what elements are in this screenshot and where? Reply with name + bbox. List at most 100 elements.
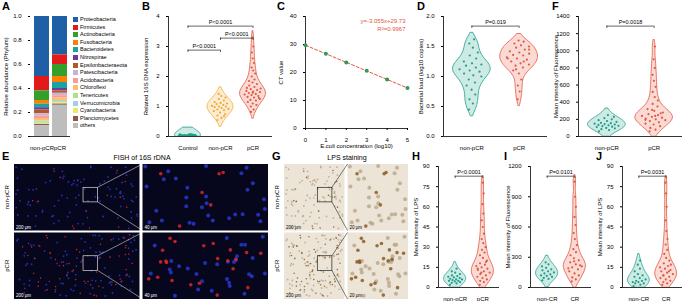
svg-text:P<0.0001: P<0.0001 <box>457 169 481 175</box>
svg-text:200 μm: 200 μm <box>286 293 301 298</box>
svg-text:pCR: pCR <box>54 145 67 151</box>
svg-text:FISH of 16S rDNA: FISH of 16S rDNA <box>113 154 171 161</box>
svg-text:R²=0.9967: R²=0.9967 <box>377 26 406 32</box>
svg-text:30: 30 <box>290 41 297 47</box>
svg-text:0: 0 <box>610 284 614 290</box>
svg-text:Mean intensity of Fluorescence: Mean intensity of Fluorescence <box>505 185 511 269</box>
svg-text:P=0.0101: P=0.0101 <box>549 169 573 175</box>
svg-text:900: 900 <box>511 194 522 200</box>
svg-text:0.0: 0.0 <box>13 133 22 139</box>
svg-text:Related 16S DNA expression: Related 16S DNA expression <box>143 38 149 116</box>
svg-text:15: 15 <box>607 264 614 270</box>
svg-text:600: 600 <box>559 82 570 88</box>
svg-text:0: 0 <box>566 133 570 139</box>
svg-text:Control: Control <box>178 145 197 151</box>
svg-text:800: 800 <box>559 65 570 71</box>
svg-text:2: 2 <box>156 73 160 79</box>
svg-text:non-pCR: non-pCR <box>460 145 485 151</box>
svg-text:40 μm: 40 μm <box>145 293 158 298</box>
svg-text:60: 60 <box>423 204 430 210</box>
svg-text:45: 45 <box>423 224 430 230</box>
svg-text:0.2: 0.2 <box>13 109 22 115</box>
svg-text:0: 0 <box>156 133 160 139</box>
svg-text:0: 0 <box>518 284 522 290</box>
svg-text:0.0: 0.0 <box>426 133 435 139</box>
svg-text:600: 600 <box>511 224 522 230</box>
svg-text:non-CR: non-CR <box>537 296 558 301</box>
svg-text:non-pCR: non-pCR <box>30 145 55 151</box>
svg-text:30: 30 <box>423 244 430 250</box>
svg-text:1.5: 1.5 <box>426 43 435 49</box>
html-text:B: B <box>142 0 150 12</box>
svg-text:non-pCR: non-pCR <box>595 145 620 151</box>
svg-text:P=0.019: P=0.019 <box>485 19 506 25</box>
svg-text:5: 5 <box>406 137 410 143</box>
html-text:G: G <box>272 150 281 162</box>
svg-text:0: 0 <box>426 284 430 290</box>
svg-text:P<0.0001: P<0.0001 <box>192 43 216 49</box>
svg-text:90: 90 <box>607 163 614 169</box>
svg-text:45: 45 <box>607 224 614 230</box>
svg-text:300: 300 <box>511 254 522 260</box>
svg-text:60: 60 <box>607 204 614 210</box>
svg-text:200 μm: 200 μm <box>16 225 31 230</box>
svg-text:400: 400 <box>559 99 570 105</box>
svg-text:75: 75 <box>423 184 430 190</box>
svg-text:Mean intensity of Fluorescence: Mean intensity of Fluorescence <box>553 34 559 118</box>
svg-text:0: 0 <box>304 137 308 143</box>
svg-text:1400: 1400 <box>556 13 570 19</box>
svg-text:90: 90 <box>423 163 430 169</box>
svg-text:Bacterial load (log10 copies): Bacterial load (log10 copies) <box>418 39 424 115</box>
svg-text:0.8: 0.8 <box>13 37 22 43</box>
svg-text:3: 3 <box>156 43 160 49</box>
svg-text:CR: CR <box>662 296 671 301</box>
svg-text:pCR: pCR <box>247 145 260 151</box>
svg-text:LPS staining: LPS staining <box>327 154 366 162</box>
html-text:A: A <box>2 0 10 12</box>
svg-text:non-pCR: non-pCR <box>443 296 468 301</box>
svg-text:non-CR: non-CR <box>629 296 650 301</box>
svg-text:pCR: pCR <box>274 259 280 272</box>
svg-text:40 μm: 40 μm <box>145 225 158 230</box>
svg-text:1: 1 <box>156 103 160 109</box>
svg-text:0.5: 0.5 <box>426 103 435 109</box>
svg-text:20 μm: 20 μm <box>350 225 363 230</box>
svg-text:CT value: CT value <box>278 60 284 85</box>
svg-text:1200: 1200 <box>508 163 522 169</box>
svg-text:0: 0 <box>293 125 297 131</box>
svg-text:Mean intensity of LPS: Mean intensity of LPS <box>597 198 603 256</box>
svg-text:pCR: pCR <box>648 145 661 151</box>
svg-text:200 μm: 200 μm <box>286 225 301 230</box>
svg-text:200: 200 <box>559 116 570 122</box>
svg-text:200 μm: 200 μm <box>16 293 31 298</box>
svg-text:1.0: 1.0 <box>13 13 22 19</box>
svg-text:E.coli concentration (log10): E.coli concentration (log10) <box>320 143 393 149</box>
svg-text:10: 10 <box>290 97 297 103</box>
svg-text:20: 20 <box>290 69 297 75</box>
svg-text:0.4: 0.4 <box>13 85 22 91</box>
svg-text:Relative abundance (Phylum): Relative abundance (Phylum) <box>3 37 9 116</box>
svg-text:1.0: 1.0 <box>426 73 435 79</box>
svg-text:15: 15 <box>423 264 430 270</box>
svg-text:Mean intensity of LPS: Mean intensity of LPS <box>413 198 419 256</box>
svg-text:P=0.0031: P=0.0031 <box>641 169 665 175</box>
svg-text:20 μm: 20 μm <box>350 293 363 298</box>
svg-text:4: 4 <box>156 13 160 19</box>
svg-text:75: 75 <box>607 184 614 190</box>
svg-text:CR: CR <box>571 296 580 301</box>
svg-text:2.0: 2.0 <box>426 13 435 19</box>
svg-text:P<0.0001: P<0.0001 <box>225 31 249 37</box>
svg-text:pCR: pCR <box>477 296 490 301</box>
svg-text:0.6: 0.6 <box>13 61 22 67</box>
svg-text:y=-3.055x+29.73: y=-3.055x+29.73 <box>360 18 406 24</box>
svg-text:P=0.0018: P=0.0018 <box>619 19 643 25</box>
svg-text:pCR: pCR <box>513 145 526 151</box>
svg-text:P<0.0001: P<0.0001 <box>209 19 233 25</box>
svg-text:pCR: pCR <box>4 259 10 272</box>
svg-text:40: 40 <box>290 13 297 19</box>
svg-text:30: 30 <box>607 244 614 250</box>
svg-text:non-pCR: non-pCR <box>4 185 10 210</box>
html-text:C: C <box>277 0 285 12</box>
svg-text:non-pCR: non-pCR <box>208 145 233 151</box>
svg-text:non-pCR: non-pCR <box>274 185 280 210</box>
